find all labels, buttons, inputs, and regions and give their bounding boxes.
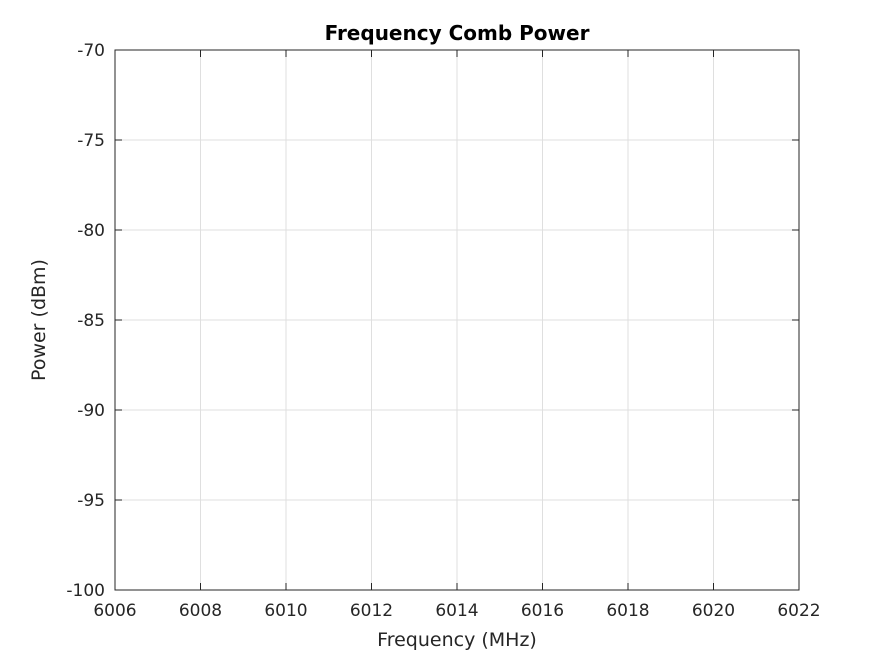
x-tick-label: 6014 xyxy=(435,601,478,621)
x-tick-label: 6016 xyxy=(521,601,564,621)
chart-title: Frequency Comb Power xyxy=(325,21,590,45)
x-axis-title: Frequency (MHz) xyxy=(377,629,537,651)
x-tick-label: 6012 xyxy=(350,601,393,621)
x-tick-label: 6018 xyxy=(606,601,649,621)
tick-marks xyxy=(114,49,800,591)
y-axis-title: Power (dBm) xyxy=(28,259,50,381)
x-tick-label: 6022 xyxy=(777,601,820,621)
y-tick-label: -85 xyxy=(77,311,105,331)
x-tick-labels: 6006 6008 6010 6012 6014 6016 6018 6020 6022 xyxy=(93,601,820,621)
y-tick-label: -90 xyxy=(77,401,105,421)
y-tick-labels: -70 -75 -80 -85 -90 -95 -100 xyxy=(66,41,105,601)
x-tick-label: 6008 xyxy=(179,601,222,621)
y-tick-label: -70 xyxy=(77,41,105,61)
y-tick-label: -80 xyxy=(77,221,105,241)
x-tick-label: 6006 xyxy=(93,601,136,621)
grid-lines xyxy=(115,50,799,590)
y-tick-label: -75 xyxy=(77,131,105,151)
x-tick-label: 6020 xyxy=(692,601,735,621)
y-tick-label: -100 xyxy=(66,581,105,601)
x-tick-label: 6010 xyxy=(264,601,307,621)
y-tick-label: -95 xyxy=(77,491,105,511)
